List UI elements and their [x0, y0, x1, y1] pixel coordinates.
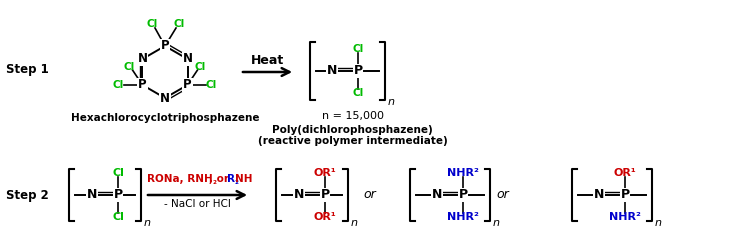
Text: n: n [351, 218, 358, 228]
Text: ₂: ₂ [212, 177, 217, 186]
Text: n = 15,000: n = 15,000 [322, 111, 384, 121]
Text: P: P [183, 78, 191, 92]
Text: NHR²: NHR² [447, 168, 479, 178]
Text: OR¹: OR¹ [614, 168, 636, 178]
Text: Cl: Cl [112, 212, 124, 222]
Text: Step 2: Step 2 [6, 189, 48, 201]
Text: Cl: Cl [146, 19, 158, 29]
Text: R: R [227, 174, 235, 184]
Text: N: N [294, 189, 304, 201]
Text: n: n [388, 97, 395, 107]
Text: or: or [497, 189, 510, 201]
Text: P: P [113, 189, 123, 201]
Text: P: P [320, 189, 329, 201]
Text: P: P [458, 189, 468, 201]
Text: n: n [493, 218, 500, 228]
Text: n: n [144, 218, 151, 228]
Text: Cl: Cl [352, 88, 364, 98]
Text: Cl: Cl [124, 62, 135, 72]
Text: P: P [161, 40, 169, 52]
Text: Hexachlorocyclotriphosphazene: Hexachlorocyclotriphosphazene [71, 113, 259, 123]
Text: ₂: ₂ [235, 177, 238, 186]
Text: Cl: Cl [112, 80, 124, 90]
Text: RONa, RNH: RONa, RNH [147, 174, 212, 184]
Text: Cl: Cl [112, 168, 124, 178]
Text: , or: , or [209, 174, 232, 184]
Text: Cl: Cl [174, 19, 185, 29]
Text: (reactive polymer intermediate): (reactive polymer intermediate) [258, 136, 448, 146]
Text: Cl: Cl [206, 80, 217, 90]
Text: NHR²: NHR² [447, 212, 479, 222]
Text: N: N [432, 189, 443, 201]
Text: Step 1: Step 1 [6, 63, 48, 77]
Text: N: N [87, 189, 97, 201]
Text: OR¹: OR¹ [314, 212, 337, 222]
Text: N: N [327, 64, 337, 78]
Text: N: N [160, 92, 170, 104]
Text: N: N [594, 189, 604, 201]
Text: - NaCl or HCl: - NaCl or HCl [164, 199, 231, 209]
Text: Heat: Heat [251, 54, 284, 68]
Text: N: N [138, 52, 148, 66]
Text: OR¹: OR¹ [314, 168, 337, 178]
Text: P: P [138, 78, 147, 92]
Text: P: P [621, 189, 630, 201]
Text: Cl: Cl [195, 62, 206, 72]
Text: n: n [655, 218, 662, 228]
Text: NHR²: NHR² [609, 212, 641, 222]
Text: Poly(dichlorophosphazene): Poly(dichlorophosphazene) [272, 125, 433, 135]
Text: P: P [353, 64, 363, 78]
Text: N: N [183, 52, 192, 66]
Text: NH: NH [235, 174, 253, 184]
Text: Cl: Cl [352, 44, 364, 54]
Text: or: or [364, 189, 376, 201]
